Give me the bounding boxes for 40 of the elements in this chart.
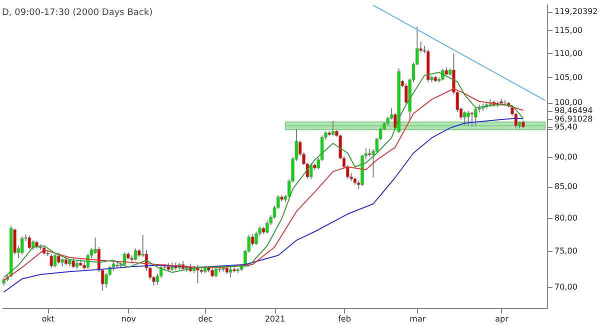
x-tick-label: 2021 bbox=[264, 314, 286, 324]
candlestick bbox=[196, 264, 200, 284]
y-tick-label: 98,46494 bbox=[554, 106, 593, 116]
y-tick-label: 90,00 bbox=[554, 152, 578, 162]
candlestick bbox=[463, 110, 466, 126]
candlestick bbox=[72, 258, 75, 269]
candlestick bbox=[470, 111, 474, 127]
y-tick-label: 100,00 bbox=[554, 98, 582, 108]
candlestick bbox=[31, 240, 35, 250]
candlestick bbox=[28, 235, 32, 250]
candlestick bbox=[50, 254, 53, 269]
y-tick-label: 85,00 bbox=[554, 182, 578, 192]
candlestick bbox=[134, 248, 138, 261]
candlestick bbox=[331, 120, 335, 136]
y-tick-label: 105,00 bbox=[554, 72, 582, 82]
candlestick bbox=[53, 254, 57, 268]
x-tick-label: dec bbox=[198, 314, 213, 324]
x-tick-label: mar bbox=[410, 314, 426, 324]
x-tick-label: okt bbox=[42, 314, 55, 324]
y-tick-label: 96,91028 bbox=[554, 114, 593, 124]
y-tick-label: 75,00 bbox=[554, 246, 578, 256]
candlestick bbox=[474, 107, 478, 126]
candlestick bbox=[266, 220, 269, 234]
y-tick-label: 119,20392 bbox=[554, 7, 598, 16]
y-tick-label: 110,00 bbox=[554, 48, 582, 58]
candlestick bbox=[309, 162, 313, 180]
candlestick bbox=[20, 236, 24, 256]
candlestick bbox=[466, 110, 470, 126]
candlestick bbox=[229, 266, 232, 278]
chart-title: D, 09:00-17:30 (2000 Days Back) bbox=[2, 8, 153, 18]
candlestick bbox=[57, 252, 60, 264]
x-tick-label: nov bbox=[121, 314, 136, 324]
x-tick-label: apr bbox=[495, 314, 510, 324]
candlestick bbox=[214, 266, 218, 278]
candlestick bbox=[210, 268, 214, 278]
y-tick-label: 70,00 bbox=[554, 282, 578, 292]
y-tick-label: 95,40 bbox=[554, 122, 578, 132]
y-tick-label: 115,00 bbox=[554, 26, 582, 35]
y-tick-label: 80,00 bbox=[554, 213, 578, 222]
x-tick-label: feb bbox=[338, 314, 351, 324]
